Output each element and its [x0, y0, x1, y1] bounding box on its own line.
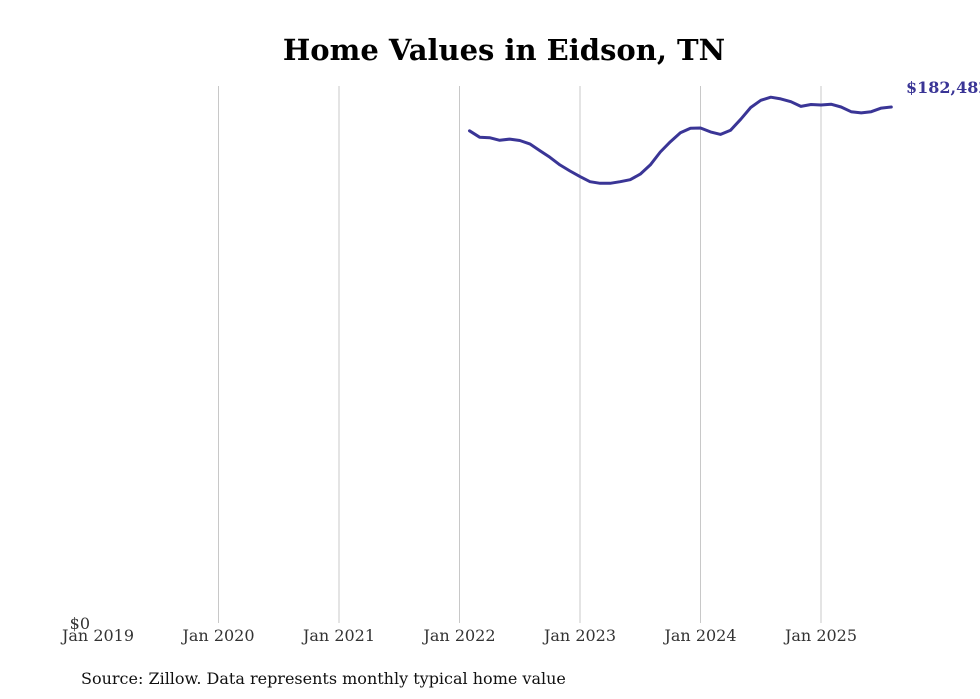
x-tick-label: Jan 2025 [783, 626, 857, 645]
end-value-label: $182,482 [906, 78, 980, 97]
x-tick-label: Jan 2024 [662, 626, 736, 645]
x-tick-label: Jan 2020 [180, 626, 254, 645]
y-axis-ticks: $0 [70, 614, 90, 633]
series-line [468, 95, 893, 185]
grid-lines [218, 86, 822, 623]
x-tick-label: Jan 2022 [421, 626, 495, 645]
chart-title: Home Values in Eidson, TN [283, 33, 725, 67]
source-note: Source: Zillow. Data represents monthly … [81, 669, 566, 688]
x-tick-label: Jan 2023 [542, 626, 616, 645]
x-axis-ticks: Jan 2019 Jan 2020 Jan 2021 Jan 2022 Jan 2023… [60, 626, 857, 645]
y-tick-label: $0 [70, 614, 90, 633]
x-tick-label: Jan 2021 [301, 626, 375, 645]
x-tick-label: Jan 2019 [60, 626, 134, 645]
series-group [468, 95, 893, 185]
